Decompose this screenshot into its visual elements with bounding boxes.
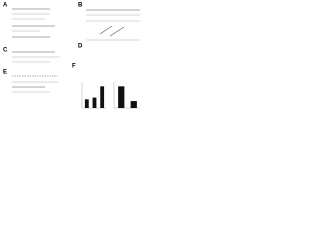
panel-label: E xyxy=(3,70,7,76)
panel-c-graphic xyxy=(12,51,60,63)
bar xyxy=(92,97,97,108)
panel-label: C xyxy=(3,48,8,54)
panel-label: D xyxy=(78,44,83,50)
figure: A B C D E F xyxy=(3,3,140,109)
panel-label: F xyxy=(72,64,76,70)
panel-label: A xyxy=(3,3,8,9)
panel-label: B xyxy=(78,3,83,9)
bar xyxy=(100,86,105,108)
bar-chart-left xyxy=(81,82,106,109)
bar xyxy=(118,86,125,108)
bar-chart-right xyxy=(113,82,140,109)
bar xyxy=(130,101,137,108)
panel-a-graphic xyxy=(12,8,55,38)
bar xyxy=(84,99,89,108)
panel-e-graphic xyxy=(12,75,58,93)
panel-b-graphic xyxy=(86,9,140,41)
